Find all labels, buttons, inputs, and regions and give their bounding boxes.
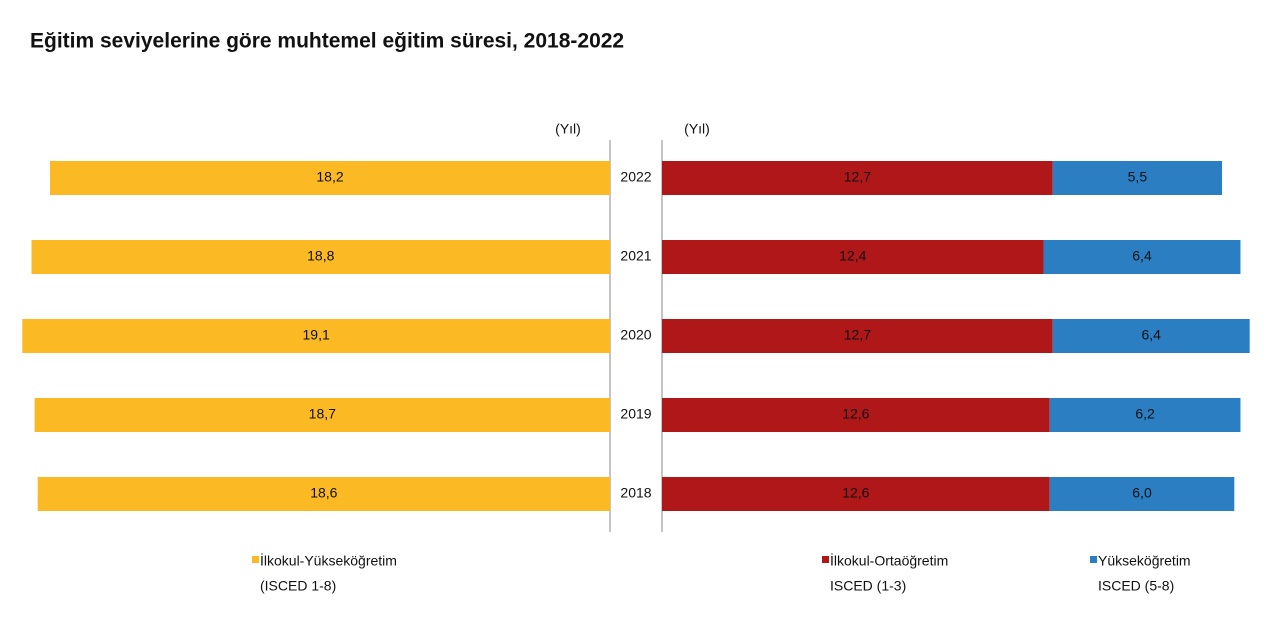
value-label: 12,6 (842, 406, 869, 422)
value-label: 5,5 (1128, 169, 1148, 185)
chart-title: Eğitim seviyelerine göre muhtemel eğitim… (30, 30, 624, 53)
value-label: 12,7 (844, 327, 871, 343)
legend-label: ISCED (1-3) (830, 578, 906, 594)
bar (50, 161, 610, 195)
bar (1049, 477, 1235, 511)
bar (662, 319, 1053, 353)
value-label: 18,8 (307, 248, 334, 264)
value-label: 18,2 (316, 169, 343, 185)
bar (662, 477, 1050, 511)
category-label: 2018 (620, 485, 651, 501)
bar (662, 240, 1044, 274)
category-label: 2022 (620, 169, 651, 185)
legend-swatch (822, 556, 829, 563)
bar (1052, 161, 1222, 195)
bar (34, 398, 611, 432)
value-label: 18,7 (309, 406, 336, 422)
value-label: 6,0 (1132, 485, 1152, 501)
value-label: 6,4 (1132, 248, 1152, 264)
legend-label: İlkokul-Yükseköğretim (260, 552, 397, 569)
value-label: 6,4 (1141, 327, 1161, 343)
value-label: 6,2 (1135, 406, 1155, 422)
category-label: 2020 (620, 327, 651, 343)
value-label: 12,7 (844, 169, 871, 185)
unit-label: (Yıl) (555, 121, 581, 137)
bar (662, 161, 1053, 195)
legend-swatch (1090, 556, 1097, 563)
bar (37, 477, 610, 511)
bar (662, 398, 1050, 432)
category-label: 2019 (620, 406, 651, 422)
value-label: 12,4 (839, 248, 866, 264)
legend-label: ISCED (5-8) (1098, 578, 1174, 594)
category-label: 2021 (620, 248, 651, 264)
legend-swatch (252, 556, 259, 563)
unit-label: (Yıl) (684, 121, 710, 137)
value-label: 18,6 (310, 485, 337, 501)
legend-label: İlkokul-Ortaöğretim (830, 552, 948, 569)
bar (1043, 240, 1241, 274)
value-label: 19,1 (303, 327, 330, 343)
bar (1049, 398, 1241, 432)
bar (1052, 319, 1250, 353)
bar (22, 319, 611, 353)
value-label: 12,6 (842, 485, 869, 501)
legend-label: Yükseköğretim (1098, 553, 1191, 569)
legend-label: (ISCED 1-8) (260, 578, 336, 594)
bar (31, 240, 611, 274)
